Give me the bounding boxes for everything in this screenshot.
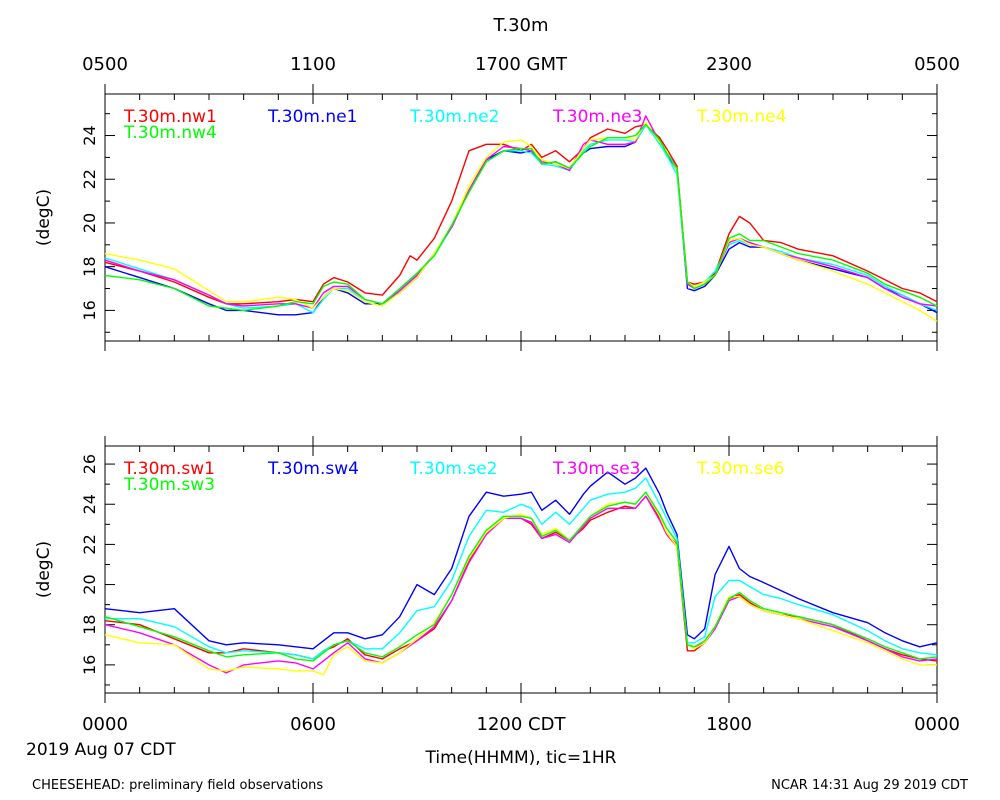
top-axis-label: 0500 [914, 54, 960, 75]
top-legend-entry: T.30m.ne1 [267, 107, 357, 127]
top-legend-entry: T.30m.ne2 [409, 107, 499, 127]
date-label: 2019 Aug 07 CDT [26, 740, 176, 760]
bottom-y-tick-label: 18 [80, 615, 99, 635]
x-axis-label: Time(HHMM), tic=1HR [425, 748, 617, 768]
top-y-tick-label: 24 [80, 125, 99, 145]
bottom-series-line-t-30m-sw4 [104, 467, 938, 650]
top-axis-label: 2300 [706, 54, 752, 75]
bottom-y-tick-label: 24 [80, 494, 99, 514]
top-y-axis-label: (degC) [34, 189, 54, 246]
bottom-legend-entry: T.30m.sw4 [267, 459, 359, 479]
bottom-legend-entry: T.30m.sw3 [123, 475, 215, 495]
chart-title: T.30m [492, 15, 548, 36]
bottom-legend-entry: T.30m.se3 [552, 459, 641, 479]
bottom-y-tick-label: 26 [80, 454, 99, 474]
bottom-y-axis-label: (degC) [34, 541, 54, 598]
top-panel: 16 18 20 22 24 (degC) 0500 1100 1700 GMT 2300 0500… [34, 54, 960, 351]
top-series-line-t-30m-nw1 [104, 123, 938, 305]
top-legend-entry: T.30m.nw4 [123, 123, 217, 143]
top-y-tick-label: 16 [80, 300, 99, 320]
top-series-line-t-30m-ne3 [104, 115, 938, 309]
top-legend-entry: T.30m.ne3 [552, 107, 642, 127]
top-series-line-t-30m-nw4 [104, 123, 938, 312]
bottom-axis-label: 1200 CDT [477, 714, 567, 735]
top-axis-label: 1700 GMT [475, 54, 568, 75]
bottom-axis-label: 0000 [914, 714, 960, 735]
top-y-tick-label: 18 [80, 257, 99, 277]
top-y-tick-label: 22 [80, 169, 99, 189]
footer-left: CHEESEHEAD: preliminary field observatio… [32, 778, 323, 793]
bottom-legend-entry: T.30m.se2 [409, 459, 498, 479]
footer-right: NCAR 14:31 Aug 29 2019 CDT [771, 778, 968, 793]
bottom-axis-label: 0000 [82, 714, 128, 735]
bottom-axis-label: 0600 [290, 714, 336, 735]
bottom-y-tick-label: 22 [80, 534, 99, 554]
top-axis-label: 0500 [82, 54, 128, 75]
bottom-legend-entry: T.30m.se6 [696, 459, 785, 479]
bottom-series-line-t-30m-se2 [105, 477, 938, 660]
top-axis-label: 1100 [290, 54, 336, 75]
bottom-legend-entry: T.30m.sw1 [123, 459, 215, 479]
bottom-y-tick-label: 16 [80, 655, 99, 675]
bottom-axis-label: 1800 [706, 714, 752, 735]
bottom-y-tick-label: 20 [80, 574, 99, 594]
bottom-series-line-t-30m-sw3 [104, 491, 938, 662]
bottom-panel: 16 18 20 22 24 26 (degC) 0000 0600 1200 CDT 1800 00… [34, 436, 960, 735]
top-legend-entry: T.30m.nw1 [123, 107, 217, 127]
top-y-tick-label: 20 [80, 213, 99, 233]
top-legend-entry: T.30m.ne4 [696, 107, 786, 127]
